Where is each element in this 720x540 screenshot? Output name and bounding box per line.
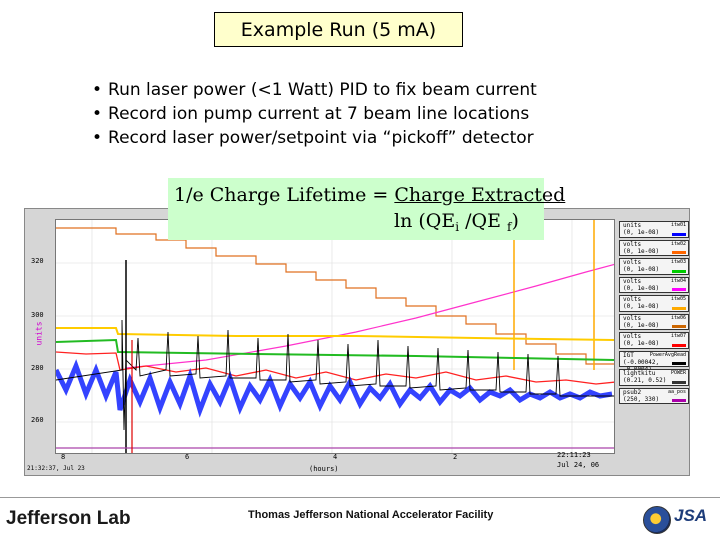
formula-numerator: Charge Extracted (394, 184, 566, 206)
slide-title: Example Run (5 mA) (240, 18, 437, 41)
legend-swatch (672, 306, 686, 310)
footer-divider (0, 497, 720, 498)
legend-pv: itw06 (670, 314, 686, 321)
x-tick-label: 8 (61, 453, 66, 461)
formula-line-1: 1/e Charge Lifetime = Charge Extracted (174, 184, 565, 206)
trace-red-noise (56, 351, 614, 385)
y-tick-label: 280 (31, 364, 44, 372)
legend-label: volts (623, 240, 642, 248)
legend-pv: itw03 (670, 259, 686, 265)
legend-item[interactable]: volts itw07 (0, 1e-08) (619, 332, 689, 349)
legend-range: (0, 1e-08) (623, 284, 660, 292)
legend-range: (0, 1e-08) (623, 266, 660, 273)
legend-panel: units itw01 (0, 1e-08) volts itw02 (0, 1e-08… (619, 221, 689, 406)
strip-chart-screenshot: units 320 300 280 260 8 6 (24, 208, 690, 476)
left-timestamp: 21:32:37, Jul 23 (27, 465, 85, 472)
x-tick-label: 4 (333, 453, 338, 461)
legend-swatch (672, 251, 686, 254)
formula-denominator-prefix: ln (QE (394, 210, 456, 232)
trace-black-spikes (56, 319, 614, 431)
legend-swatch (672, 288, 686, 291)
legend-range: (0, 1e-08) (623, 321, 660, 329)
slide-title-box: Example Run (5 mA) (214, 12, 463, 47)
formula-suffix: ) (511, 210, 519, 232)
x-axis-label: (hours) (309, 465, 339, 473)
plot-grid (56, 220, 614, 453)
jefferson-lab-logo: Jefferson Lab (6, 508, 131, 529)
legend-pv: POWER (670, 370, 686, 376)
legend-item[interactable]: volts itw05 (0, 1e-08) (619, 295, 689, 312)
legend-label: psub2 (623, 388, 642, 396)
legend-range: (0, 1e-08) (623, 247, 660, 255)
legend-range: (0, 1e-08) (623, 340, 660, 347)
trace-yellow-flat (56, 327, 614, 341)
bullet-item: Record ion pump current at 7 beam line l… (92, 102, 537, 126)
y-tick-label: 260 (31, 416, 44, 424)
formula-sub-i: i (455, 220, 460, 234)
strip-chart-traces (56, 220, 614, 453)
legend-item[interactable]: psub2 aa_pos (250, 330) (619, 387, 689, 404)
y-axis-unit: units (34, 321, 44, 346)
trace-magenta-ramp (125, 263, 614, 369)
legend-swatch (672, 232, 686, 236)
legend-swatch (672, 380, 686, 384)
legend-pv: itw05 (670, 296, 686, 302)
legend-label: IGT (623, 351, 634, 359)
plot-area (55, 219, 615, 454)
y-tick-label: 300 (31, 311, 44, 319)
right-time: 22:11:23 (557, 451, 591, 459)
formula-sub-f: f (507, 220, 512, 234)
legend-swatch (672, 343, 686, 347)
legend-pv: itw02 (670, 240, 686, 247)
legend-pv: itw01 (670, 222, 686, 228)
legend-label: volts (623, 333, 642, 340)
legend-label: volts (623, 259, 642, 266)
formula-lhs: 1/e Charge Lifetime = (174, 184, 395, 206)
legend-item[interactable]: volts itw04 (0, 1e-08) (619, 276, 689, 293)
bullet-list: Run laser power (<1 Watt) PID to fix bea… (92, 78, 537, 150)
legend-label: volts (623, 277, 642, 285)
legend-swatch (672, 325, 686, 328)
legend-item[interactable]: volts itw06 (0, 1e-08) (619, 313, 689, 330)
legend-range: (0, 1e-08) (623, 229, 660, 236)
legend-pv: aa_pos (667, 388, 686, 395)
legend-range: (250, 330) (623, 395, 660, 403)
legend-item[interactable]: units itw01 (0, 1e-08) (619, 221, 689, 238)
legend-pv: PowerAvgRead (649, 351, 686, 358)
bullet-item: Run laser power (<1 Watt) PID to fix bea… (92, 78, 537, 102)
legend-pv: itw04 (670, 277, 686, 284)
formula-denominator: ln (QEi /QE f) (394, 210, 519, 234)
facility-name: Thomas Jefferson National Accelerator Fa… (248, 509, 494, 521)
y-tick-label: 320 (31, 257, 44, 265)
legend-pv: itw07 (670, 333, 686, 339)
trace-blue-noise (56, 359, 613, 418)
legend-item[interactable]: volts itw03 (0, 1e-08) (619, 258, 689, 275)
legend-range: (0, 1e-08) (623, 303, 660, 310)
x-tick-label: 2 (453, 453, 458, 461)
formula-slash: /QE (459, 210, 507, 232)
lifetime-formula-box: 1/e Charge Lifetime = Charge Extracted l… (168, 178, 565, 240)
legend-label: units (623, 222, 642, 229)
legend-label: lightkitu (623, 370, 656, 377)
bullet-item: Record laser power/setpoint via “pickoff… (92, 126, 537, 150)
legend-item[interactable]: lightkitu POWER (0.21, 0.52) (619, 369, 689, 386)
trace-orange-step (56, 227, 614, 365)
legend-swatch (672, 399, 686, 402)
x-tick-label: 6 (185, 453, 190, 461)
right-date: Jul 24, 06 (557, 461, 600, 469)
doe-seal-icon (643, 506, 671, 534)
legend-swatch (672, 269, 686, 273)
legend-label: volts (623, 296, 642, 303)
jsa-logo: JSA (674, 506, 708, 525)
legend-swatch (672, 362, 686, 365)
trace-green-flat (56, 338, 614, 361)
legend-range: (0.21, 0.52) (623, 377, 667, 384)
legend-item[interactable]: volts itw02 (0, 1e-08) (619, 239, 689, 256)
legend-label: volts (623, 314, 642, 322)
